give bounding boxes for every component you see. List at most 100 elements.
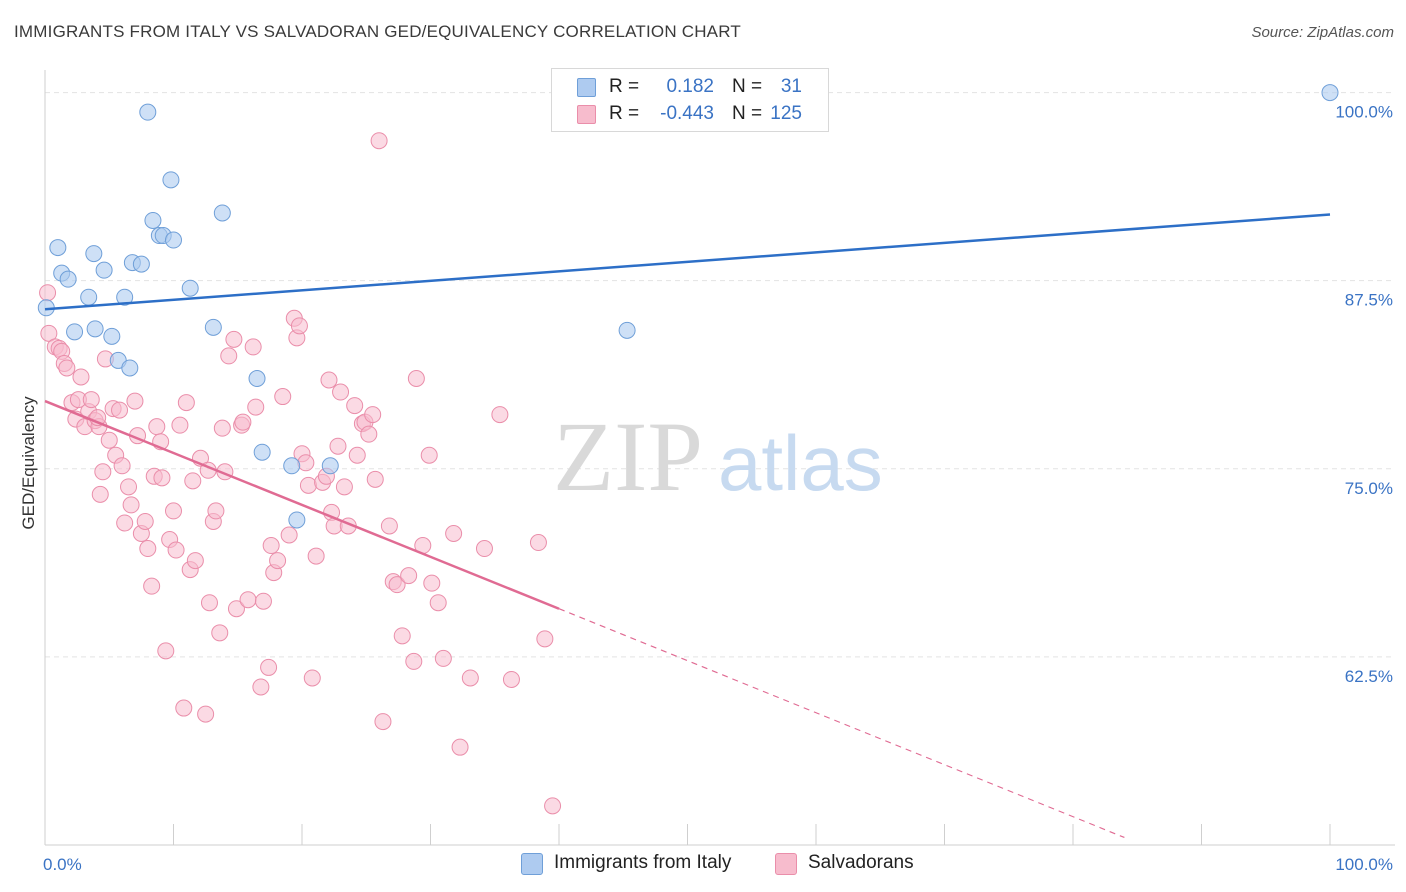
- salvadorans-point: [380, 517, 398, 535]
- salvadorans-point: [58, 359, 76, 377]
- watermark-atlas: atlas: [718, 419, 883, 507]
- salvadorans-point: [207, 502, 225, 520]
- salvadorans-point: [290, 317, 308, 335]
- salvadorans-point: [139, 540, 157, 558]
- italy-point: [103, 327, 121, 345]
- salvadorans-point: [374, 713, 392, 731]
- salvadorans-point: [213, 419, 231, 437]
- salvadorans-point: [366, 470, 384, 488]
- salvadorans-point: [197, 705, 215, 723]
- legend-swatch-salvadorans: [577, 105, 596, 124]
- salvadorans-point: [254, 592, 272, 610]
- salvadorans-point: [269, 552, 287, 570]
- salvadorans-point: [429, 594, 447, 612]
- salvadorans-point: [274, 388, 292, 406]
- italy-point: [204, 318, 222, 336]
- italy-point: [59, 270, 77, 288]
- salvadorans-point: [364, 406, 382, 424]
- italy-point: [165, 231, 182, 249]
- italy-point: [116, 288, 134, 306]
- salvadorans-point: [451, 738, 469, 756]
- salvadorans-point: [529, 534, 547, 552]
- salvadorans-point: [91, 485, 109, 503]
- italy-point: [95, 261, 113, 279]
- salvadorans-point: [200, 594, 218, 612]
- salvadorans-point: [393, 627, 411, 645]
- italy-point: [253, 443, 271, 461]
- legend-r-label: R =: [609, 76, 640, 97]
- salvadorans-point: [175, 699, 193, 717]
- salvadorans-point: [186, 552, 204, 570]
- salvadorans-point: [171, 416, 189, 434]
- italy-point: [283, 457, 301, 475]
- salvadorans-point: [148, 418, 166, 436]
- x-tick-label: 0.0%: [43, 855, 82, 874]
- salvadorans-point: [423, 574, 441, 592]
- salvadorans-point: [220, 347, 238, 365]
- italy-point: [139, 103, 157, 121]
- salvadorans-point: [157, 642, 175, 660]
- grid-lines: [45, 92, 1395, 658]
- salvadorans-point: [299, 476, 317, 494]
- salvadorans-point: [143, 577, 161, 595]
- italy-point: [1321, 84, 1339, 102]
- salvadorans-point: [297, 454, 315, 472]
- italy-point: [181, 279, 199, 297]
- salvadorans-point: [122, 496, 140, 514]
- legend-swatch-italy: [577, 78, 596, 97]
- salvadorans-point: [400, 567, 418, 585]
- salvadorans-point: [72, 368, 90, 386]
- salvadorans-point: [262, 537, 280, 555]
- italy-trend-line: [44, 213, 1331, 311]
- salvadorans-point: [502, 670, 520, 688]
- salvadorans-point: [307, 547, 325, 565]
- salvadorans-points: [39, 132, 562, 815]
- salvadorans-point: [491, 406, 509, 424]
- salvadorans-point: [167, 541, 185, 559]
- salvadorans-point: [332, 383, 350, 401]
- salvadorans-point: [348, 446, 366, 464]
- salvadorans-point: [360, 425, 378, 443]
- salvadorans-point: [536, 630, 554, 648]
- salvadorans-point: [434, 649, 452, 667]
- italy-point: [85, 245, 103, 263]
- legend-n-label: N =: [732, 103, 763, 124]
- salvadorans-point: [329, 437, 347, 455]
- y-tick-label: 87.5%: [1345, 291, 1393, 310]
- salvadorans-point: [126, 392, 144, 410]
- legend-row-italy: R = 0.182 N = 31: [552, 73, 828, 100]
- x-tick-label: 100.0%: [1335, 855, 1393, 874]
- salvadorans-point: [100, 431, 118, 449]
- salvadorans-point: [407, 369, 425, 387]
- salvadorans-point: [303, 669, 321, 687]
- salvadorans-point: [252, 678, 270, 696]
- salvadorans-point: [153, 469, 171, 487]
- bottom-legend-label-italy: Immigrants from Italy: [554, 852, 732, 873]
- legend-row-salvadorans: R = -0.443 N = 125: [552, 100, 828, 127]
- salvadorans-point: [239, 591, 257, 609]
- italy-point: [288, 511, 306, 529]
- italy-point: [321, 457, 339, 475]
- salvadorans-point: [445, 524, 463, 542]
- chart-title: IMMIGRANTS FROM ITALY VS SALVADORAN GED/…: [14, 22, 741, 41]
- salvadorans-point: [544, 797, 562, 815]
- legend-n-value: 31: [780, 76, 802, 97]
- italy-point: [162, 171, 180, 189]
- legend-n-label: N =: [732, 76, 763, 97]
- salvadorans-point: [234, 413, 252, 431]
- salvadorans-point: [335, 478, 353, 496]
- salvadorans-trend-line: [44, 399, 560, 610]
- salvadorans-point: [346, 397, 364, 415]
- salvadorans-point: [461, 669, 479, 687]
- legend-box: R = 0.182 N = 31 R = -0.443 N = 125: [551, 68, 829, 132]
- salvadorans-point: [82, 391, 100, 409]
- salvadorans-point: [280, 526, 298, 544]
- y-tick-label: 75.0%: [1345, 479, 1393, 498]
- italy-point: [121, 359, 139, 377]
- salvadorans-point: [184, 472, 202, 490]
- salvadorans-point: [211, 624, 229, 642]
- salvadorans-point: [420, 446, 438, 464]
- salvadorans-point: [370, 132, 388, 150]
- italy-point: [66, 323, 84, 341]
